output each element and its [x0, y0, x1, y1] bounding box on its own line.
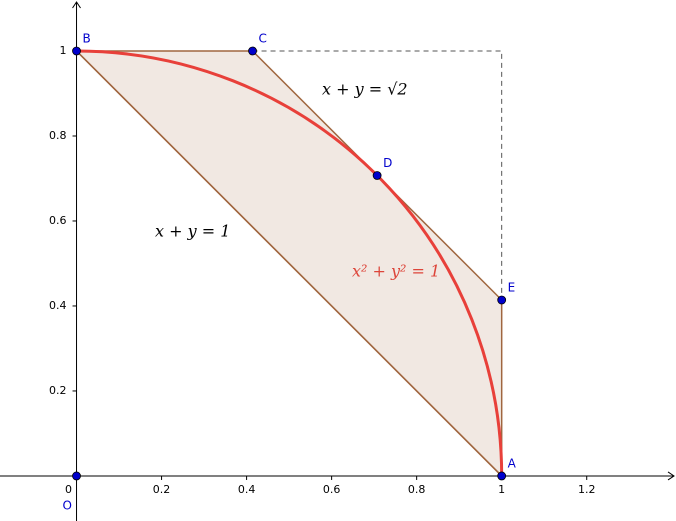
y-tick-label: 0.8	[49, 129, 67, 142]
chord	[75, 50, 503, 477]
y-tick-label: 0.6	[49, 214, 67, 227]
x-tick-label: 0.8	[408, 483, 426, 496]
point	[72, 46, 81, 56]
x-tick-label: 0.2	[153, 483, 171, 496]
point-label: O	[63, 498, 72, 512]
annotation: x + y = 1	[155, 222, 230, 241]
point-label: E	[508, 281, 516, 295]
x-tick-label: 0	[65, 483, 72, 496]
x-tick-label: 1.2	[578, 483, 596, 496]
point-label: C	[259, 31, 267, 45]
point	[497, 295, 507, 305]
point-label: D	[383, 156, 392, 170]
x-tick-label: 0.4	[238, 483, 256, 496]
x-axis-arrow	[667, 471, 675, 481]
y-tick-label: 1	[60, 44, 67, 57]
x-tick-label: 1	[498, 483, 505, 496]
point-label: B	[83, 31, 91, 45]
point	[497, 471, 507, 481]
annotation: x² + y² = 1	[352, 262, 440, 281]
annotation: x + y = √2	[322, 80, 408, 99]
dashed-guide	[252, 50, 503, 301]
y-axis-arrow	[72, 1, 81, 9]
point	[372, 171, 382, 180]
point	[248, 46, 257, 56]
point-label: A	[508, 456, 517, 470]
y-tick-label: 0.4	[49, 299, 67, 312]
x-tick-label: 0.6	[323, 483, 341, 496]
y-tick-label: 0.2	[49, 384, 67, 397]
point	[72, 471, 81, 481]
